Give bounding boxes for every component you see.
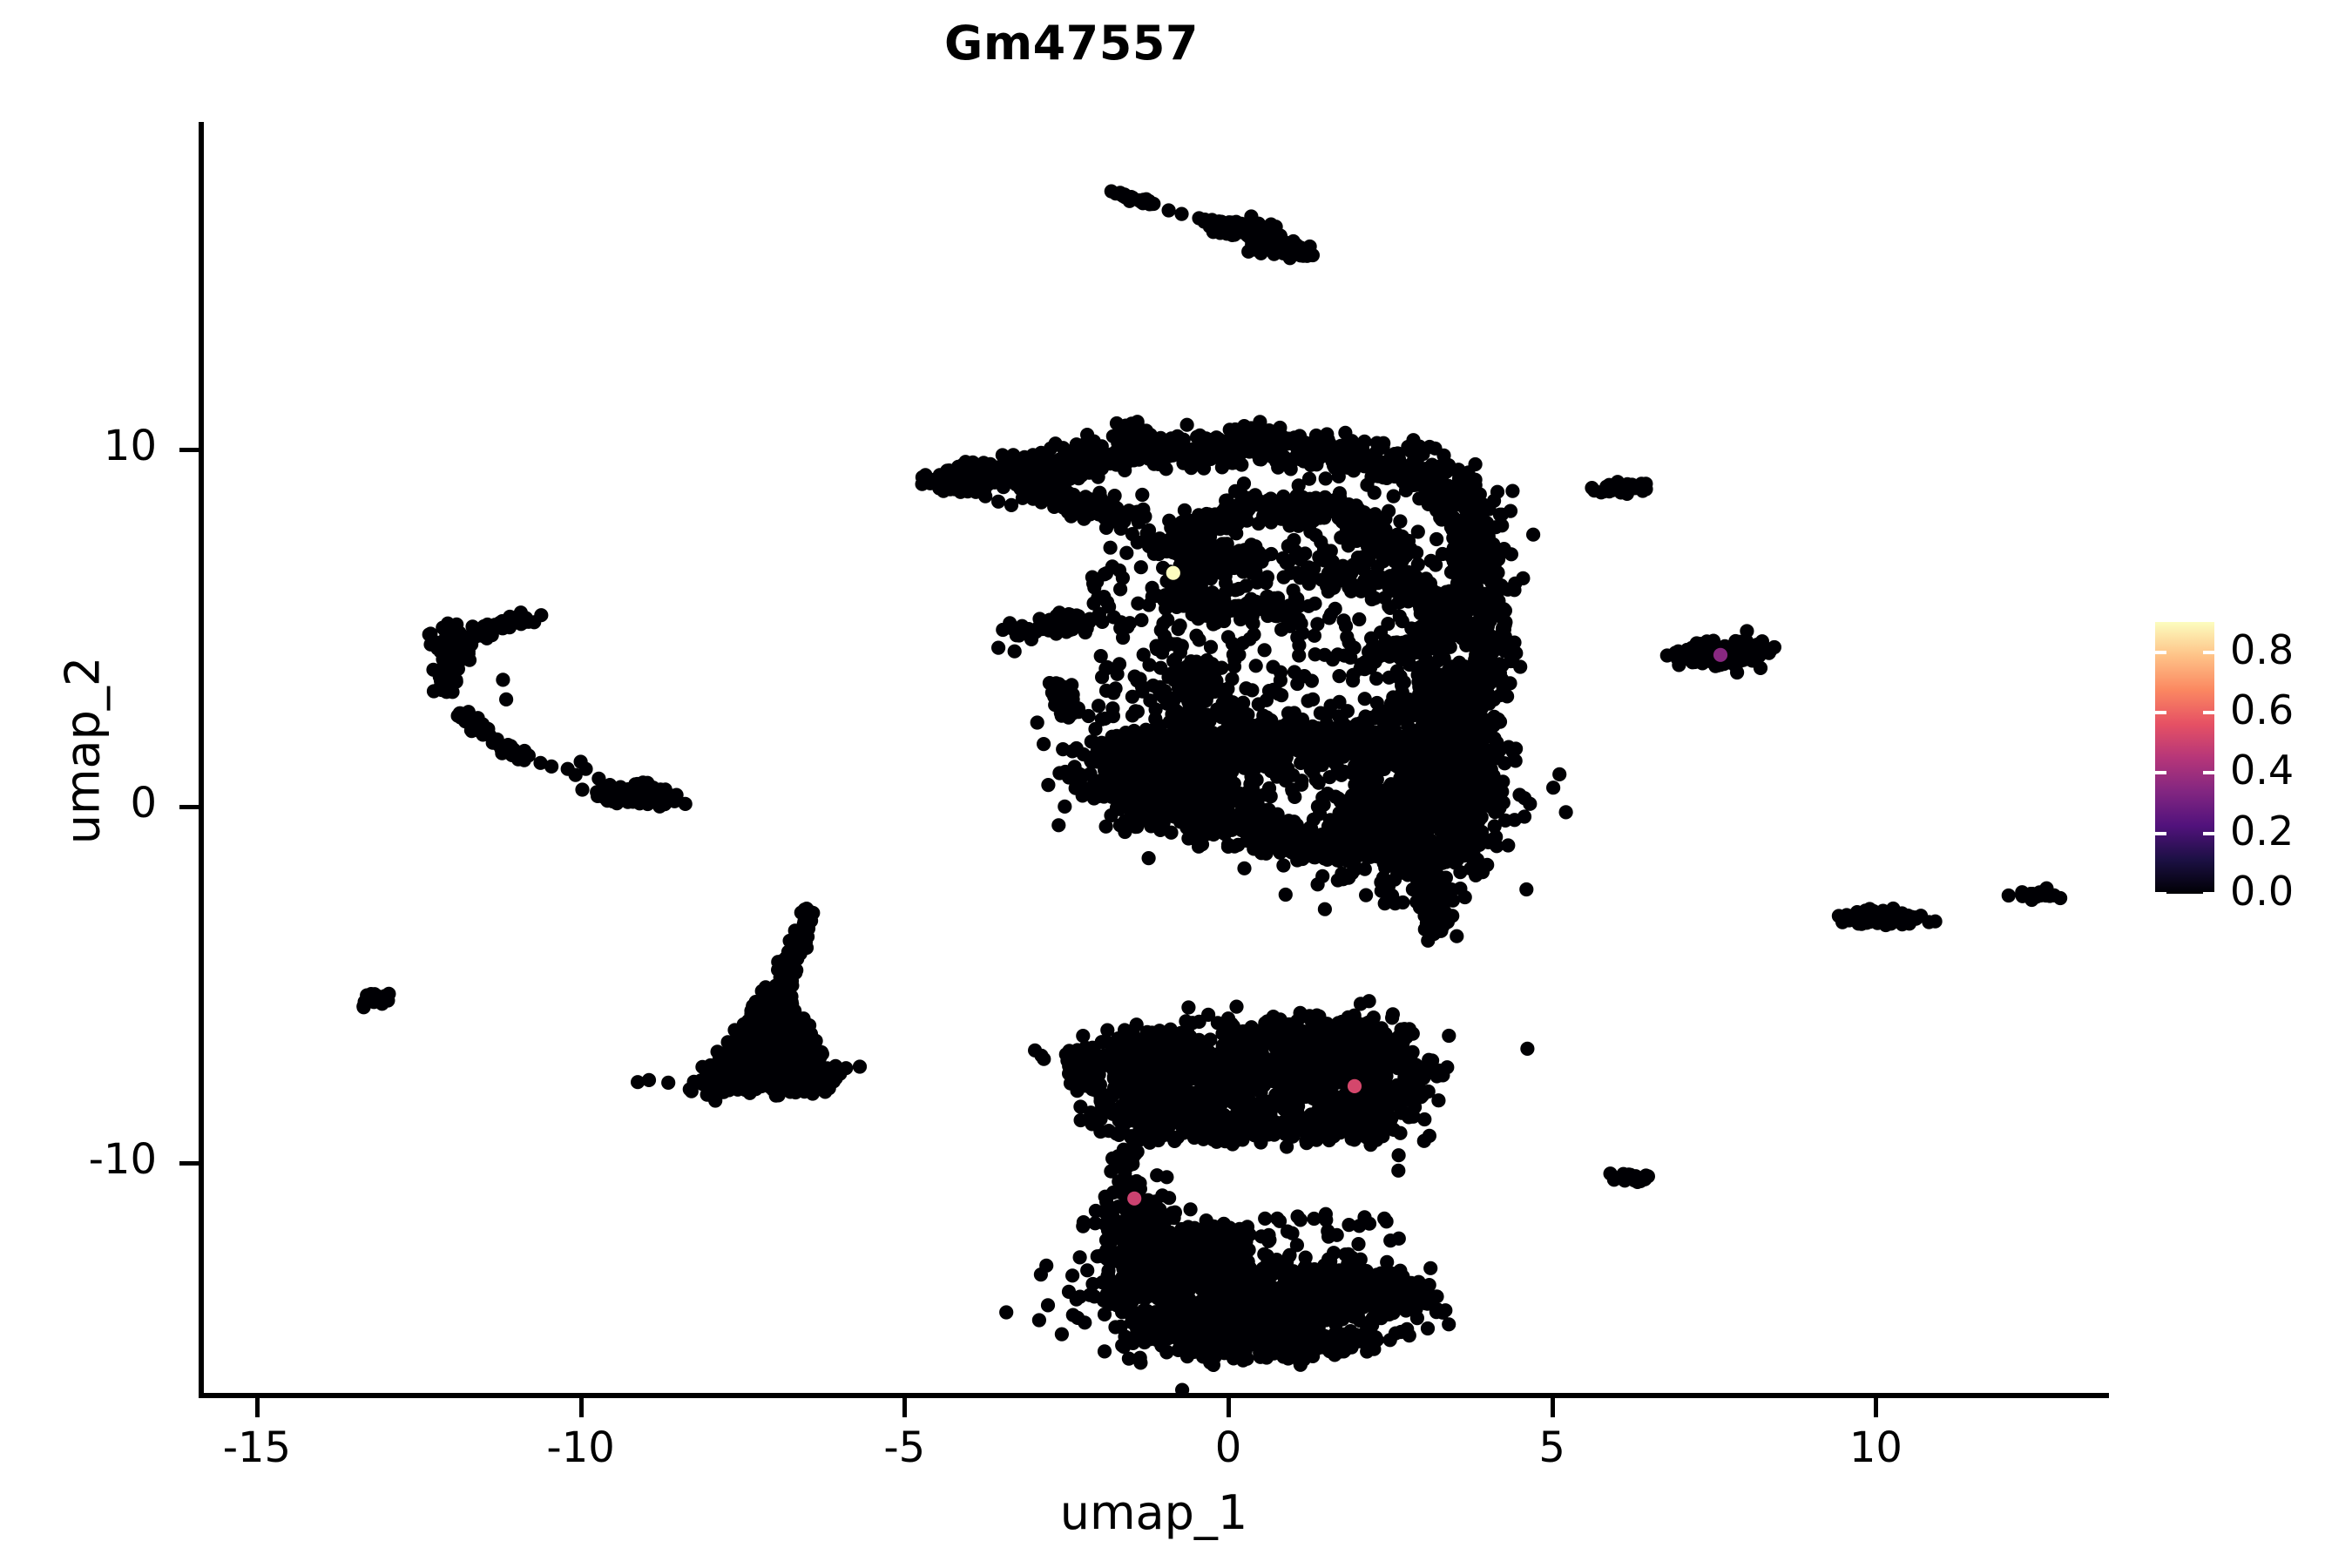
colorbar-tick-mark — [2203, 831, 2214, 835]
x-tick-mark — [578, 1398, 584, 1417]
colorbar-tick-label: 0.6 — [2230, 686, 2295, 733]
colorbar-tick-mark — [2203, 711, 2214, 714]
highlighted-point — [1347, 1078, 1362, 1093]
colorbar-tick-label: 0.2 — [2230, 807, 2295, 855]
scatter-points-layer — [356, 184, 2068, 1397]
colorbar-tick-mark — [2155, 771, 2166, 775]
y-tick-label: 10 — [103, 422, 157, 471]
x-tick-mark — [254, 1398, 260, 1417]
x-axis-label: umap_1 — [1059, 1485, 1248, 1540]
colorbar-tick-mark — [2155, 892, 2166, 896]
colorbar-tick-label: 0.4 — [2230, 747, 2295, 794]
highlighted-point — [1127, 1191, 1142, 1206]
x-tick-label: 10 — [1848, 1423, 1903, 1472]
x-tick-label: -15 — [222, 1423, 292, 1472]
axis-spine-left — [199, 122, 204, 1398]
colorbar-tick-mark — [2155, 711, 2166, 714]
scatter-plot-area — [199, 122, 2109, 1398]
x-tick-label: -10 — [546, 1423, 615, 1472]
x-tick-label: -5 — [883, 1423, 926, 1472]
axis-spine-bottom — [199, 1393, 2109, 1398]
colorbar-tick-label: 0.0 — [2230, 868, 2295, 915]
y-tick-mark — [179, 1160, 199, 1166]
y-tick-label: -10 — [88, 1134, 157, 1184]
colorbar-gradient — [2155, 622, 2214, 894]
y-tick-mark — [179, 448, 199, 453]
colorbar-tick-mark — [2203, 650, 2214, 654]
colorbar-tick-mark — [2203, 892, 2214, 896]
y-tick-mark — [179, 804, 199, 809]
colorbar-tick-mark — [2155, 831, 2166, 835]
x-tick-mark — [902, 1398, 908, 1417]
plot-axes — [199, 122, 2109, 1398]
colorbar-tick-mark — [2155, 650, 2166, 654]
x-tick-label: 5 — [1538, 1423, 1565, 1472]
x-tick-mark — [1550, 1398, 1555, 1417]
highlighted-point — [1713, 647, 1728, 662]
page-title: Gm47557 — [944, 16, 1199, 71]
x-tick-mark — [1226, 1398, 1231, 1417]
zero-expression-points — [356, 184, 2068, 1397]
highlighted-point — [1166, 565, 1180, 580]
y-axis-label: umap_2 — [55, 656, 111, 845]
colorbar: 0.8 0.6 0.4 0.2 0.0 — [2155, 622, 2338, 915]
colorbar-tick-label: 0.8 — [2230, 625, 2295, 673]
y-tick-label: 0 — [130, 778, 157, 828]
x-tick-mark — [1874, 1398, 1879, 1417]
colorbar-tick-mark — [2203, 771, 2214, 775]
x-tick-label: 0 — [1214, 1423, 1242, 1472]
